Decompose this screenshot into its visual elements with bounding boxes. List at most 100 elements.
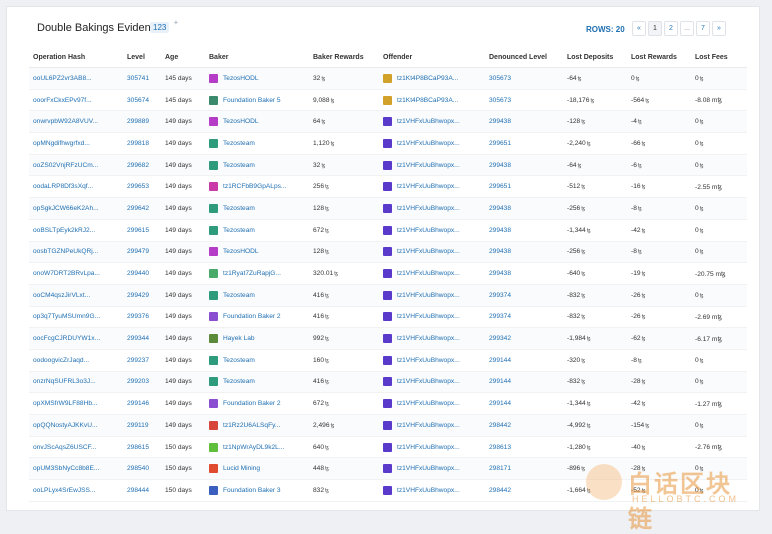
column-header[interactable]: Lost Rewards xyxy=(627,47,691,68)
baker-link[interactable]: Tezosteam xyxy=(223,378,255,386)
denounced-level-link[interactable]: 299374 xyxy=(489,291,512,299)
offender-link[interactable]: tz1VHFxUuBhwopx... xyxy=(397,183,460,191)
denounced-level-link[interactable]: 299651 xyxy=(489,139,512,147)
denounced-level-link[interactable]: 298442 xyxy=(489,421,512,429)
denounced-level-link[interactable]: 299438 xyxy=(489,270,512,278)
baker-link[interactable]: Foundation Baker 3 xyxy=(223,486,281,494)
baker-link[interactable]: tz1NpWrAyDL9k2L... xyxy=(223,443,285,451)
operation-hash-link[interactable]: ooBSLTpEyk2kRJ2... xyxy=(33,226,96,234)
operation-hash-link[interactable]: opXMSfrW9LF88Hb... xyxy=(33,400,98,408)
column-header[interactable]: Lost Deposits xyxy=(563,47,627,68)
table-row[interactable]: oocFcgCJRDUYW1x... 299344 149 days Hayek La… xyxy=(29,327,747,350)
operation-hash-link[interactable]: oocFcgCJRDUYW1x... xyxy=(33,335,101,343)
baker-link[interactable]: tz1Ryat7ZuRapjG... xyxy=(223,270,281,278)
level-link[interactable]: 299889 xyxy=(127,118,150,126)
level-link[interactable]: 299682 xyxy=(127,161,150,169)
offender-identity[interactable]: tz1VHFxUuBhwopx... xyxy=(383,464,482,474)
baker-link[interactable]: Foundation Baker 2 xyxy=(223,400,281,408)
operation-hash-link[interactable]: onzrNqSUFRL3o3J... xyxy=(33,378,96,386)
offender-identity[interactable]: tz1Kt4P8BCaP93A... xyxy=(383,73,482,83)
column-header[interactable]: Level xyxy=(123,47,161,68)
baker-identity[interactable]: Hayek Lab xyxy=(209,334,306,344)
baker-link[interactable]: TezosHODL xyxy=(223,248,259,256)
page-button[interactable]: » xyxy=(712,21,726,36)
denounced-level-link[interactable]: 299438 xyxy=(489,226,512,234)
table-row[interactable]: onzrNqSUFRL3o3J... 299203 149 days Tezostea… xyxy=(29,371,747,394)
table-row[interactable]: ooZS02VnjRFzUCm... 299682 149 days Tezostea… xyxy=(29,154,747,177)
denounced-level-link[interactable]: 298171 xyxy=(489,465,512,473)
denounced-level-link[interactable]: 299438 xyxy=(489,161,512,169)
operation-hash-link[interactable]: opUM3SbNyCc8b8E... xyxy=(33,465,100,473)
rows-per-page-selector[interactable]: ROWS: 20 xyxy=(586,25,625,34)
offender-identity[interactable]: tz1VHFxUuBhwopx... xyxy=(383,334,482,344)
baker-link[interactable]: Tezosteam xyxy=(223,204,255,212)
baker-link[interactable]: Tezosteam xyxy=(223,161,255,169)
page-button[interactable]: 2 xyxy=(664,21,678,36)
level-link[interactable]: 299376 xyxy=(127,313,150,321)
offender-identity[interactable]: tz1VHFxUuBhwopx... xyxy=(383,247,482,257)
offender-identity[interactable]: tz1VHFxUuBhwopx... xyxy=(383,377,482,387)
level-link[interactable]: 305674 xyxy=(127,96,150,104)
offender-link[interactable]: tz1Kt4P8BCaP93A... xyxy=(397,96,459,104)
offender-identity[interactable]: tz1VHFxUuBhwopx... xyxy=(383,269,482,279)
level-link[interactable]: 299653 xyxy=(127,183,150,191)
page-button[interactable]: 1 xyxy=(648,21,662,36)
operation-hash-link[interactable]: oosbTGZNPeUkQRj... xyxy=(33,248,99,256)
offender-link[interactable]: tz1VHFxUuBhwopx... xyxy=(397,356,460,364)
baker-link[interactable]: Foundation Baker 5 xyxy=(223,96,281,104)
baker-identity[interactable]: tz1NpWrAyDL9k2L... xyxy=(209,442,306,452)
offender-link[interactable]: tz1VHFxUuBhwopx... xyxy=(397,291,460,299)
baker-identity[interactable]: Tezosteam xyxy=(209,225,306,235)
offender-identity[interactable]: tz1VHFxUuBhwopx... xyxy=(383,182,482,192)
denounced-level-link[interactable]: 299374 xyxy=(489,313,512,321)
operation-hash-link[interactable]: onvJScAqsZ6USCF... xyxy=(33,443,97,451)
level-link[interactable]: 299440 xyxy=(127,270,150,278)
table-row[interactable]: oodaLRP8Df3sXqf... 299653 149 days tz1RCFbB… xyxy=(29,175,747,199)
baker-identity[interactable]: Tezosteam xyxy=(209,355,306,365)
operation-hash-link[interactable]: opSgkJCW66eK2Ah... xyxy=(33,204,99,212)
level-link[interactable]: 298540 xyxy=(127,465,150,473)
baker-link[interactable]: tz1RCFbB9GpALps... xyxy=(223,183,287,191)
offender-link[interactable]: tz1VHFxUuBhwopx... xyxy=(397,465,460,473)
table-row[interactable]: ooLPLyx4SrEwJSS... 298444 150 days Foundati… xyxy=(29,479,747,502)
offender-link[interactable]: tz1VHFxUuBhwopx... xyxy=(397,204,460,212)
baker-link[interactable]: Tezosteam xyxy=(223,226,255,234)
offender-identity[interactable]: tz1VHFxUuBhwopx... xyxy=(383,117,482,127)
offender-link[interactable]: tz1VHFxUuBhwopx... xyxy=(397,335,460,343)
offender-link[interactable]: tz1VHFxUuBhwopx... xyxy=(397,313,460,321)
baker-identity[interactable]: Tezosteam xyxy=(209,160,306,170)
baker-link[interactable]: tz1Rz2U6ALSqFy... xyxy=(223,421,281,429)
operation-hash-link[interactable]: opQQNostyAJKKvU... xyxy=(33,421,98,429)
denounced-level-link[interactable]: 298613 xyxy=(489,443,512,451)
offender-link[interactable]: tz1VHFxUuBhwopx... xyxy=(397,270,460,278)
offender-link[interactable]: tz1VHFxUuBhwopx... xyxy=(397,421,460,429)
offender-identity[interactable]: tz1VHFxUuBhwopx... xyxy=(383,312,482,322)
baker-link[interactable]: Tezosteam xyxy=(223,356,255,364)
offender-link[interactable]: tz1VHFxUuBhwopx... xyxy=(397,226,460,234)
denounced-level-link[interactable]: 299438 xyxy=(489,248,512,256)
operation-hash-link[interactable]: oodaLRP8Df3sXqf... xyxy=(33,183,94,191)
baker-identity[interactable]: tz1Rz2U6ALSqFy... xyxy=(209,420,306,430)
table-row[interactable]: opQQNostyAJKKvU... 299119 149 days tz1Rz2U6… xyxy=(29,414,747,437)
offender-link[interactable]: tz1VHFxUuBhwopx... xyxy=(397,139,460,147)
level-link[interactable]: 299479 xyxy=(127,248,150,256)
denounced-level-link[interactable]: 299651 xyxy=(489,183,512,191)
baker-identity[interactable]: Foundation Baker 5 xyxy=(209,95,306,105)
baker-link[interactable]: TezosHODL xyxy=(223,74,259,82)
offender-link[interactable]: tz1VHFxUuBhwopx... xyxy=(397,118,460,126)
offender-link[interactable]: tz1Kt4P8BCaP93A... xyxy=(397,74,459,82)
offender-identity[interactable]: tz1VHFxUuBhwopx... xyxy=(383,203,482,213)
table-row[interactable]: ooorFxCkxEPv97f... 305674 145 days Foundati… xyxy=(29,89,747,112)
level-link[interactable]: 298615 xyxy=(127,443,150,451)
column-header[interactable]: Denounced Level xyxy=(485,47,563,68)
offender-identity[interactable]: tz1VHFxUuBhwopx... xyxy=(383,485,482,495)
table-row[interactable]: oodoogvicZrJaqd... 299237 149 days Tezostea… xyxy=(29,349,747,372)
level-link[interactable]: 299429 xyxy=(127,291,150,299)
offender-link[interactable]: tz1VHFxUuBhwopx... xyxy=(397,378,460,386)
baker-link[interactable]: Lucid Mining xyxy=(223,465,261,473)
offender-identity[interactable]: tz1VHFxUuBhwopx... xyxy=(383,160,482,170)
denounced-level-link[interactable]: 299438 xyxy=(489,118,512,126)
operation-hash-link[interactable]: ooUL6PZ2vr3AB8... xyxy=(33,74,92,82)
offender-identity[interactable]: tz1VHFxUuBhwopx... xyxy=(383,225,482,235)
table-row[interactable]: onwrvpbW92A8VUV... 299889 149 days TezosHOD… xyxy=(29,110,747,134)
